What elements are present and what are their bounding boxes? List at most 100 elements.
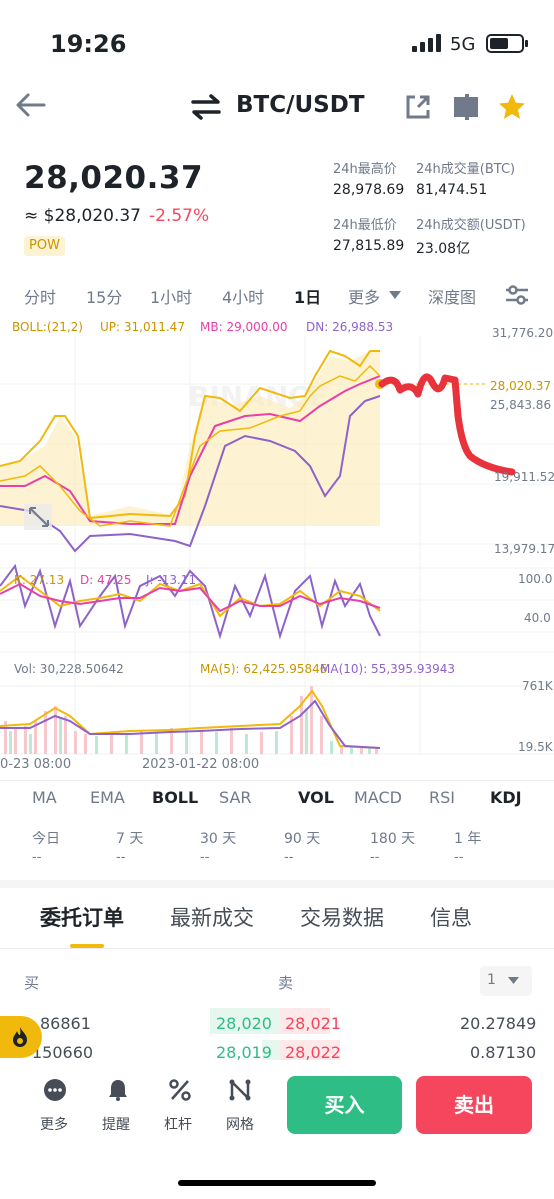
perf-value: --	[200, 850, 210, 865]
swap-arrows-icon[interactable]	[190, 94, 222, 120]
interval-tab[interactable]: 4小时	[222, 288, 265, 307]
ask-qty: 20.27849	[460, 1014, 537, 1033]
low-value: 27,815.89	[333, 238, 405, 254]
indicator-tab[interactable]: RSI	[429, 788, 455, 807]
interval-tab[interactable]: 分时	[24, 288, 57, 307]
network-label: 5G	[450, 34, 476, 55]
nav-alert-label[interactable]: 提醒	[102, 1117, 130, 1133]
indicator-tab[interactable]: MACD	[354, 788, 402, 807]
active-tab-underline	[70, 944, 104, 948]
perf-label: 1 年	[454, 831, 482, 847]
vol-btc-value: 81,474.51	[416, 182, 488, 198]
ask-price[interactable]: 28,022	[285, 1043, 341, 1062]
grid-bot-icon[interactable]	[228, 1078, 252, 1102]
kdj-axis-label: 40.0	[524, 611, 551, 625]
perf-value: --	[370, 850, 380, 865]
tab-order-book[interactable]: 委托订单	[40, 906, 124, 930]
percent-icon[interactable]	[168, 1078, 192, 1102]
time-axis-label: 0-23 08:00	[0, 757, 72, 772]
ask-price[interactable]: 28,021	[285, 1014, 341, 1033]
current-price-tag: 28,020.37	[490, 379, 552, 393]
tab-latest-trades[interactable]: 最新成交	[170, 906, 254, 930]
interval-tab-more[interactable]: 更多	[348, 288, 381, 307]
sell-button[interactable]: 卖出	[416, 1076, 532, 1134]
indicator-tab-active[interactable]: VOL	[298, 788, 334, 807]
ask-depth-bar	[280, 1008, 330, 1034]
home-indicator[interactable]	[178, 1180, 376, 1186]
bid-price[interactable]: 28,019	[216, 1043, 272, 1062]
back-arrow-icon[interactable]	[14, 92, 46, 118]
vol-ma10-label: MA(10): 55,395.93943	[320, 662, 456, 676]
price-axis-label: 25,843.86	[490, 398, 552, 412]
indicator-tab[interactable]: EMA	[90, 788, 125, 807]
vol-axis-label: 761K	[522, 679, 553, 693]
chevron-down-icon	[389, 291, 401, 299]
indicator-tab-active[interactable]: KDJ	[490, 788, 522, 807]
pair-title[interactable]: BTC/USDT	[236, 92, 365, 118]
time-axis-label: 2023-01-22 08:00	[142, 757, 260, 772]
nav-more-label[interactable]: 更多	[40, 1117, 68, 1133]
kdj-k-label: K: 27.13	[14, 573, 65, 587]
nav-margin-label[interactable]: 杠杆	[164, 1117, 192, 1133]
bid-depth-bar	[210, 1008, 280, 1034]
sell-column-label: 卖	[278, 974, 294, 992]
kdj-d-label: D: 47.25	[80, 573, 132, 587]
settings-sliders-icon[interactable]	[504, 283, 530, 307]
indicator-tab-active[interactable]: BOLL	[152, 788, 199, 807]
low-label: 24h最低价	[333, 218, 397, 233]
high-label: 24h最高价	[333, 162, 397, 177]
buy-button[interactable]: 买入	[287, 1076, 402, 1134]
bid-qty: 150660	[32, 1043, 94, 1062]
perf-label: 180 天	[370, 831, 416, 847]
price-axis-label: 19,911.52	[494, 470, 554, 484]
signal-icon	[412, 34, 441, 52]
nav-grid-label[interactable]: 网格	[226, 1117, 254, 1133]
fire-icon	[13, 1027, 27, 1047]
expand-icon[interactable]	[24, 504, 52, 530]
tab-separator	[0, 948, 554, 949]
kdj-axis-label: 100.0	[518, 572, 553, 586]
perf-value: --	[32, 850, 42, 865]
indicator-tabs	[0, 780, 554, 816]
more-icon[interactable]	[43, 1078, 67, 1102]
tab-trade-data[interactable]: 交易数据	[300, 906, 384, 930]
price-axis-label: 13,979.17	[494, 542, 554, 556]
boll-mb-label: MB: 29,000.00	[200, 320, 288, 334]
share-icon[interactable]	[404, 93, 432, 121]
bell-icon[interactable]	[106, 1078, 130, 1102]
perf-value: --	[454, 850, 464, 865]
star-icon[interactable]	[497, 92, 527, 122]
vol-ma5-label: MA(5): 62,425.95846	[200, 662, 328, 676]
boll-up-label: UP: 31,011.47	[100, 320, 185, 334]
bid-price[interactable]: 28,020	[216, 1014, 272, 1033]
indicator-tab[interactable]: SAR	[219, 788, 252, 807]
status-time: 19:26	[50, 30, 127, 58]
vol-label: Vol: 30,228.50642	[14, 662, 124, 676]
vol-usdt-value: 23.08亿	[416, 241, 471, 257]
vol-btc-label: 24h成交量(BTC)	[416, 162, 516, 177]
ask-qty: 0.87130	[470, 1043, 537, 1062]
interval-tab-active[interactable]: 1日	[294, 288, 322, 307]
buy-column-label: 买	[24, 974, 40, 992]
price-axis-label: 31,776.20	[492, 326, 554, 340]
chevron-down-icon	[508, 977, 519, 984]
depth-chart-tab[interactable]: 深度图	[428, 288, 477, 307]
interval-tab[interactable]: 1小时	[150, 288, 193, 307]
perf-label: 今日	[32, 831, 60, 847]
battery-icon	[486, 34, 524, 53]
tab-info[interactable]: 信息	[430, 906, 472, 930]
high-value: 28,978.69	[333, 182, 405, 198]
interval-tab[interactable]: 15分	[86, 288, 123, 307]
indicator-tab[interactable]: MA	[32, 788, 57, 807]
last-price: 28,020.37	[24, 160, 204, 196]
usd-price: ≈ $28,020.37	[24, 206, 141, 226]
battery-tip	[525, 40, 528, 47]
layout-icon[interactable]	[452, 92, 480, 122]
boll-dn-label: DN: 26,988.53	[306, 320, 394, 334]
precision-value: 1	[487, 972, 496, 988]
perf-label: 90 天	[284, 831, 321, 847]
precision-dropdown[interactable]	[480, 966, 532, 996]
perf-label: 30 天	[200, 831, 237, 847]
pow-tag[interactable]: POW	[24, 236, 65, 256]
kline-chart[interactable]: BINANCE	[0, 336, 554, 776]
